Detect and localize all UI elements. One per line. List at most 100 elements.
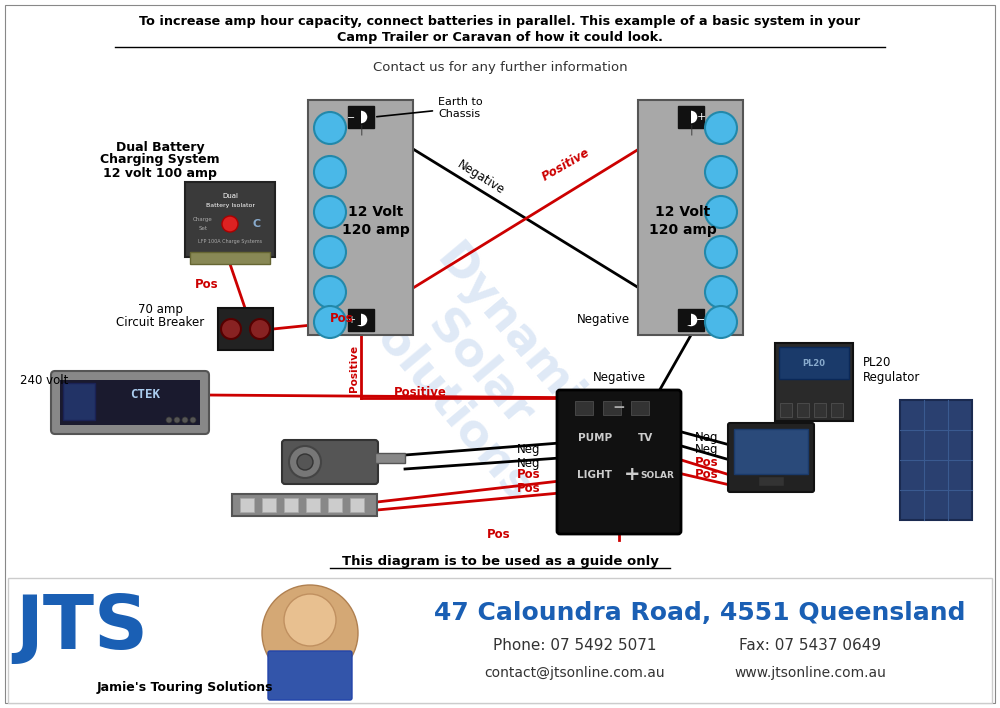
Text: Negative: Negative bbox=[592, 372, 646, 384]
Text: Charging System: Charging System bbox=[100, 154, 220, 166]
Bar bbox=[350, 498, 364, 512]
Text: Pos: Pos bbox=[486, 528, 510, 542]
Text: −: − bbox=[347, 113, 355, 123]
Circle shape bbox=[684, 110, 698, 124]
FancyBboxPatch shape bbox=[557, 390, 681, 534]
Text: Neg: Neg bbox=[695, 431, 718, 445]
Text: Neg: Neg bbox=[695, 443, 718, 457]
Circle shape bbox=[222, 216, 238, 232]
Bar bbox=[678, 309, 704, 331]
Bar bbox=[12, 580, 432, 701]
Circle shape bbox=[314, 236, 346, 268]
Circle shape bbox=[221, 319, 241, 339]
Text: |: | bbox=[689, 125, 693, 135]
Circle shape bbox=[705, 306, 737, 338]
Text: +: + bbox=[624, 465, 640, 484]
Text: JTS: JTS bbox=[16, 591, 148, 665]
Bar bbox=[240, 498, 254, 512]
Text: Positive: Positive bbox=[349, 344, 359, 392]
Text: SOLAR: SOLAR bbox=[640, 471, 674, 479]
Bar bbox=[328, 498, 342, 512]
Bar bbox=[185, 182, 275, 257]
FancyBboxPatch shape bbox=[282, 440, 378, 484]
Bar bbox=[678, 110, 691, 124]
Circle shape bbox=[705, 196, 737, 228]
FancyBboxPatch shape bbox=[728, 423, 814, 492]
Text: Dual Battery: Dual Battery bbox=[116, 140, 204, 154]
Circle shape bbox=[314, 112, 346, 144]
Text: Fax: 07 5437 0649: Fax: 07 5437 0649 bbox=[739, 639, 881, 653]
Text: PL20: PL20 bbox=[863, 357, 891, 370]
Text: Circuit Breaker: Circuit Breaker bbox=[116, 316, 204, 329]
Bar bbox=[190, 252, 270, 264]
Bar bbox=[8, 578, 992, 703]
Bar bbox=[232, 494, 377, 516]
Circle shape bbox=[705, 276, 737, 308]
Bar bbox=[218, 308, 273, 350]
Circle shape bbox=[174, 417, 180, 423]
Bar bbox=[603, 401, 621, 415]
Text: Negative: Negative bbox=[455, 159, 507, 198]
Circle shape bbox=[190, 417, 196, 423]
Text: Pos: Pos bbox=[695, 467, 719, 481]
Text: PL20: PL20 bbox=[802, 358, 826, 367]
Text: Positive: Positive bbox=[394, 387, 446, 399]
Circle shape bbox=[314, 276, 346, 308]
Bar bbox=[638, 100, 743, 335]
Circle shape bbox=[284, 594, 336, 646]
Text: −: − bbox=[696, 315, 706, 325]
Bar bbox=[348, 309, 374, 331]
Circle shape bbox=[705, 236, 737, 268]
Text: Earth to
Chassis: Earth to Chassis bbox=[377, 97, 483, 119]
Bar bbox=[779, 347, 849, 379]
Circle shape bbox=[314, 306, 346, 338]
Text: Camp Trailer or Caravan of how it could look.: Camp Trailer or Caravan of how it could … bbox=[337, 31, 663, 45]
Bar bbox=[306, 498, 320, 512]
Circle shape bbox=[289, 446, 321, 478]
Text: Battery Isolator: Battery Isolator bbox=[206, 202, 254, 207]
Text: 240 volt: 240 volt bbox=[20, 374, 68, 387]
Bar bbox=[797, 403, 809, 417]
Bar bbox=[348, 110, 361, 124]
Text: 120 amp: 120 amp bbox=[342, 223, 410, 237]
Text: contact@jtsonline.com.au: contact@jtsonline.com.au bbox=[485, 666, 665, 680]
Bar bbox=[734, 429, 808, 474]
Text: Pos: Pos bbox=[516, 481, 540, 494]
Text: Charge: Charge bbox=[193, 217, 213, 222]
Text: +: + bbox=[696, 112, 706, 122]
Text: Regulator: Regulator bbox=[863, 372, 920, 384]
Circle shape bbox=[250, 319, 270, 339]
Circle shape bbox=[705, 112, 737, 144]
Text: Negative: Negative bbox=[577, 314, 630, 326]
Text: Pos: Pos bbox=[330, 312, 354, 324]
Text: www.jtsonline.com.au: www.jtsonline.com.au bbox=[734, 666, 886, 680]
Text: 12 volt 100 amp: 12 volt 100 amp bbox=[103, 166, 217, 180]
Circle shape bbox=[182, 417, 188, 423]
Text: Dynamic
Solar
Solutions: Dynamic Solar Solutions bbox=[345, 229, 615, 511]
Bar bbox=[678, 106, 704, 128]
Bar bbox=[900, 400, 972, 520]
Circle shape bbox=[354, 313, 368, 327]
Bar bbox=[262, 498, 276, 512]
FancyBboxPatch shape bbox=[268, 651, 352, 700]
Bar bbox=[284, 498, 298, 512]
Text: LIGHT: LIGHT bbox=[578, 470, 612, 480]
Text: 12 Volt: 12 Volt bbox=[348, 205, 404, 219]
Bar bbox=[375, 453, 405, 463]
Bar bbox=[63, 383, 95, 420]
Text: Set: Set bbox=[198, 226, 208, 231]
Bar bbox=[575, 401, 593, 415]
Text: +: + bbox=[347, 315, 355, 325]
FancyBboxPatch shape bbox=[51, 371, 209, 434]
Text: Neg: Neg bbox=[516, 443, 540, 457]
Text: LFP 100A Charge Systems: LFP 100A Charge Systems bbox=[198, 239, 262, 244]
Circle shape bbox=[354, 110, 368, 124]
Text: Pos: Pos bbox=[695, 455, 719, 469]
Circle shape bbox=[297, 454, 313, 470]
Bar bbox=[678, 311, 691, 325]
Text: |: | bbox=[359, 125, 363, 135]
Text: Positive: Positive bbox=[540, 146, 592, 184]
Text: C: C bbox=[253, 219, 261, 229]
Text: 47 Caloundra Road, 4551 Queensland: 47 Caloundra Road, 4551 Queensland bbox=[434, 601, 966, 625]
Circle shape bbox=[314, 196, 346, 228]
